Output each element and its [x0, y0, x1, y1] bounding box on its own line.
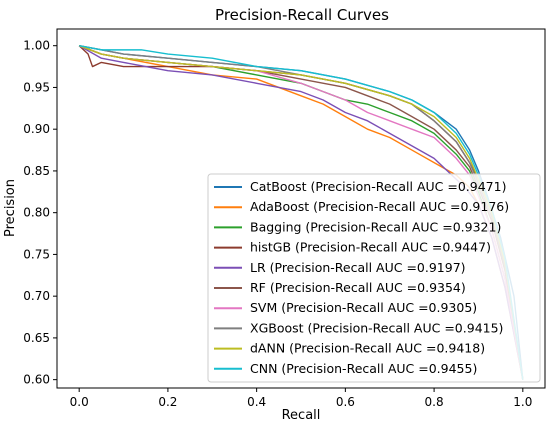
y-tick-label: 0.95 — [23, 80, 50, 94]
x-tick-label: 0.2 — [158, 395, 177, 409]
y-tick-label: 0.75 — [23, 247, 50, 261]
plot-area: 0.0 0.2 0.4 0.6 0.8 1.0 0.600.650.700.750.800… — [23, 28, 546, 409]
legend-entry: CNN (Precision-Recall AUC =0.9455) — [250, 361, 477, 376]
x-tick-label: 0.8 — [425, 395, 444, 409]
legend-entry: RF (Precision-Recall AUC =0.9354) — [250, 280, 466, 295]
legend-entry: LR (Precision-Recall AUC =0.9197) — [250, 260, 466, 275]
legend-entry: Bagging (Precision-Recall AUC =0.9321) — [250, 219, 501, 234]
y-tick-label: 0.90 — [23, 122, 50, 136]
x-tick-label: 0.0 — [70, 395, 89, 409]
legend-entry: histGB (Precision-Recall AUC =0.9447) — [250, 240, 491, 255]
y-tick-label: 0.80 — [23, 206, 50, 220]
legend: CatBoost (Precision-Recall AUC =0.9471) A… — [207, 173, 541, 383]
legend-entry: CatBoost (Precision-Recall AUC =0.9471) — [250, 179, 506, 194]
chart-title: Precision-Recall Curves — [215, 6, 389, 24]
legend-entry: XGBoost (Precision-Recall AUC =0.9415) — [250, 320, 503, 335]
y-tick-label: 0.60 — [23, 373, 50, 387]
legend-box — [207, 173, 541, 383]
y-tick-label: 0.65 — [23, 331, 50, 345]
y-axis-label: Precision — [3, 179, 18, 237]
x-tick-label: 0.6 — [336, 395, 355, 409]
x-axis-label: Recall — [282, 408, 321, 423]
legend-entry: dANN (Precision-Recall AUC =0.9418) — [250, 341, 485, 356]
legend-entry: AdaBoost (Precision-Recall AUC =0.9176) — [250, 199, 509, 214]
x-tick-label: 0.4 — [247, 395, 266, 409]
y-tick-label: 0.70 — [23, 289, 50, 303]
legend-entry: SVM (Precision-Recall AUC =0.9305) — [250, 300, 477, 315]
x-axis: 0.0 0.2 0.4 0.6 0.8 1.0 — [70, 388, 532, 409]
y-tick-label: 1.00 — [23, 39, 50, 53]
x-tick-label: 1.0 — [513, 395, 532, 409]
y-axis: 0.60 0.65 0.70 0.75 0.80 0.85 0.90 0.95 1.00 — [23, 39, 57, 387]
y-tick-label: 0.85 — [23, 164, 50, 178]
